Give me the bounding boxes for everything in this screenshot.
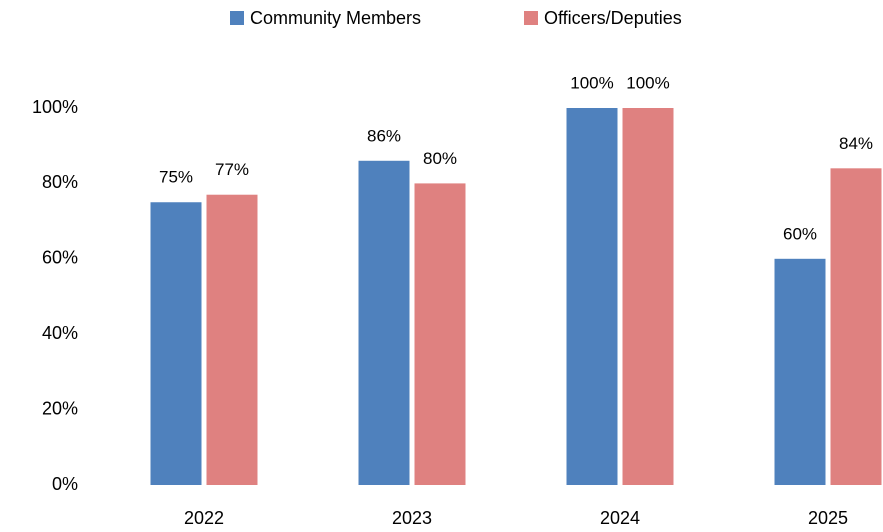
bar <box>358 160 410 485</box>
y-tick-label: 100% <box>32 97 78 117</box>
data-label: 100% <box>626 73 669 92</box>
legend-label: Officers/Deputies <box>544 8 682 28</box>
x-tick-label: 2022 <box>184 508 224 528</box>
data-label: 100% <box>570 73 613 92</box>
bar <box>830 168 882 485</box>
legend-swatch <box>230 11 244 25</box>
bar <box>774 258 826 485</box>
y-tick-label: 80% <box>42 172 78 192</box>
legend-swatch <box>524 11 538 25</box>
x-tick-label: 2025 <box>808 508 848 528</box>
legend-label: Community Members <box>250 8 421 28</box>
data-label: 86% <box>367 126 401 145</box>
bar <box>566 108 618 485</box>
bar <box>414 183 466 485</box>
data-label: 75% <box>159 168 193 187</box>
y-tick-label: 20% <box>42 398 78 418</box>
bar <box>150 202 202 485</box>
x-tick-label: 2024 <box>600 508 640 528</box>
y-tick-label: 40% <box>42 323 78 343</box>
x-tick-label: 2023 <box>392 508 432 528</box>
data-label: 77% <box>215 160 249 179</box>
y-tick-label: 0% <box>52 474 78 494</box>
data-label: 84% <box>839 134 873 153</box>
bar <box>622 108 674 485</box>
y-tick-label: 60% <box>42 248 78 268</box>
data-label: 80% <box>423 149 457 168</box>
data-label: 60% <box>783 224 817 243</box>
bar <box>206 194 258 485</box>
